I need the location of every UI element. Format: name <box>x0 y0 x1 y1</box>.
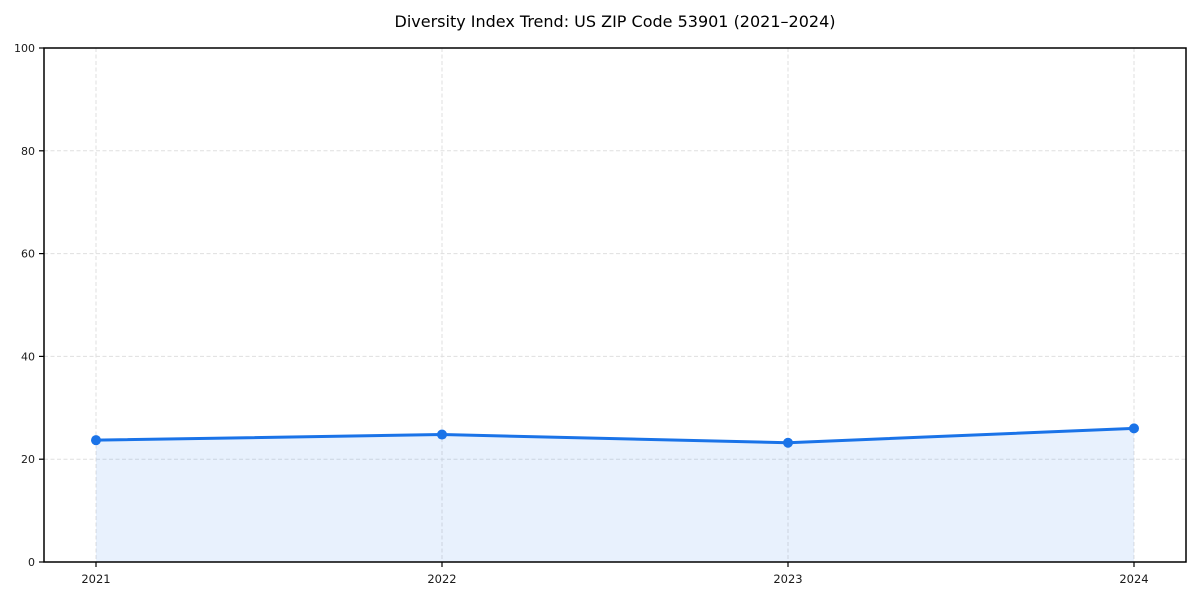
ytick-label-0: 0 <box>28 556 35 569</box>
ytick-label-40: 40 <box>21 350 35 363</box>
data-point-2022 <box>437 429 447 440</box>
plot-border <box>43 47 1187 563</box>
ytick-label-100: 100 <box>14 42 35 55</box>
xtick-label-2024: 2024 <box>1119 572 1148 586</box>
area-fill <box>96 428 1134 562</box>
data-point-2024 <box>1129 423 1139 434</box>
ytick-label-80: 80 <box>21 145 35 158</box>
chart-title: Diversity Index Trend: US ZIP Code 53901… <box>394 12 836 31</box>
ytick-label-60: 60 <box>21 248 35 261</box>
xtick-label-2021: 2021 <box>81 572 110 586</box>
ytick-label-20: 20 <box>21 453 35 466</box>
trend-line <box>94 426 1136 445</box>
xtick-label-2022: 2022 <box>427 572 456 586</box>
data-point-2023 <box>783 437 793 448</box>
xtick-label-2023: 2023 <box>773 572 802 586</box>
data-point-2021 <box>91 435 101 446</box>
